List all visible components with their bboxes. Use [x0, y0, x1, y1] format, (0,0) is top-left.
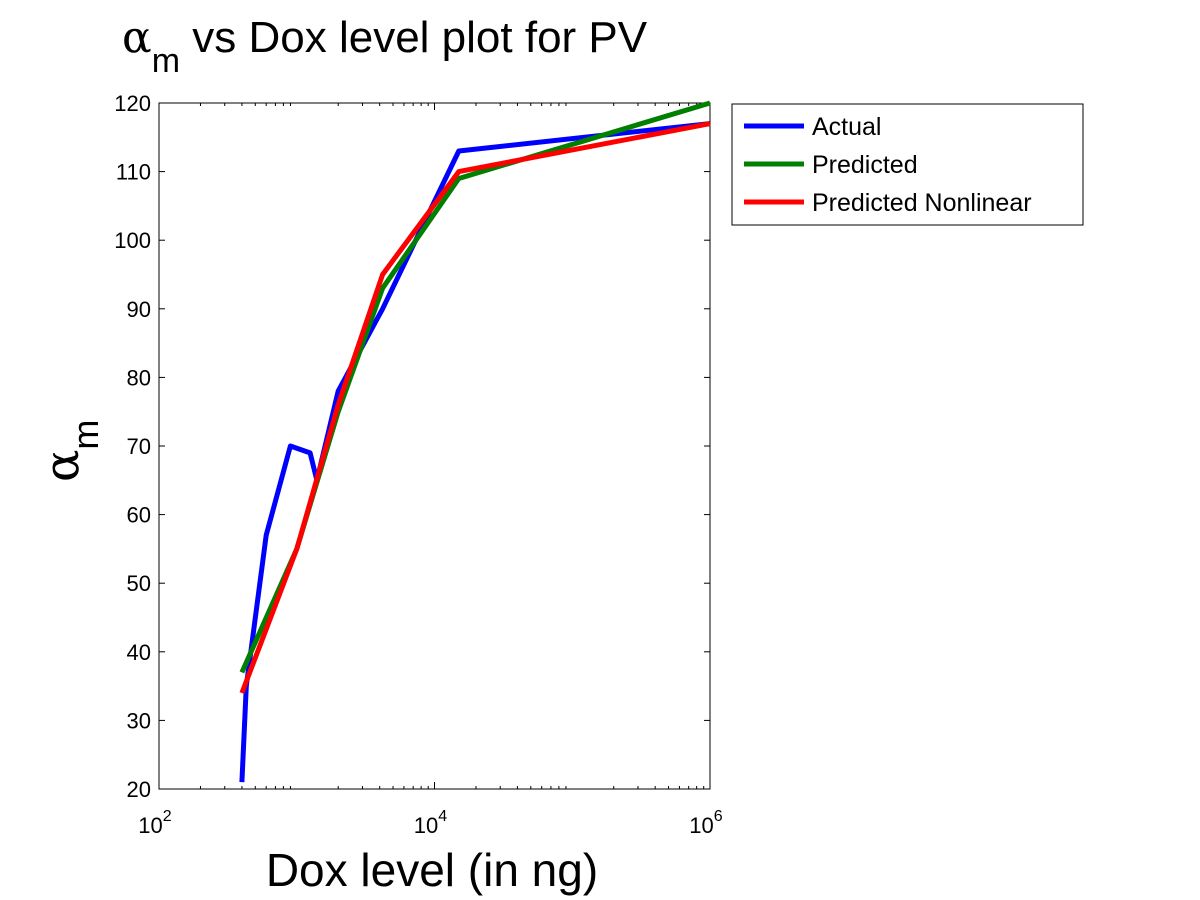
legend: Actual Predicted Predicted Nonlinear: [731, 103, 1084, 226]
y-tick-label: 50: [127, 571, 151, 596]
y-tick-label: 20: [127, 777, 151, 802]
legend-label-predicted: Predicted: [812, 151, 918, 179]
y-tick-label: 90: [127, 297, 151, 322]
series-lines: [239, 100, 711, 783]
y-tick-label: 30: [127, 708, 151, 733]
x-tick-label: 102: [138, 808, 171, 838]
x-tick-label: 106: [689, 808, 722, 838]
legend-label-actual: Actual: [812, 113, 881, 141]
axis-ticks: 20 30 40 50 60 70 80 90 100 110 120 102 104 106: [114, 91, 723, 838]
y-tick-label: 100: [114, 228, 151, 253]
y-axis-label-symbol: α: [34, 450, 90, 482]
y-tick-label: 40: [127, 640, 151, 665]
chart-title-symbol: α: [122, 12, 152, 63]
y-axis-label: αm: [34, 420, 106, 482]
y-tick-label: 60: [127, 503, 151, 528]
chart-title-subscript: m: [152, 42, 180, 80]
y-tick-label: 110: [116, 160, 151, 185]
chart-title-text: vs Dox level plot for PV: [180, 13, 648, 62]
legend-label-predicted-nonlinear: Predicted Nonlinear: [812, 189, 1032, 217]
chart-title: αm vs Dox level plot for PV: [122, 12, 648, 80]
y-tick-label: 80: [127, 365, 151, 390]
y-tick-label: 120: [114, 91, 151, 116]
x-tick-label: 104: [414, 808, 447, 838]
x-axis-label: Dox level (in ng): [266, 844, 598, 896]
y-tick-label: 70: [127, 434, 151, 459]
series-line-predicted-nonlinear: [239, 121, 711, 694]
y-axis-label-subscript: m: [65, 420, 106, 450]
